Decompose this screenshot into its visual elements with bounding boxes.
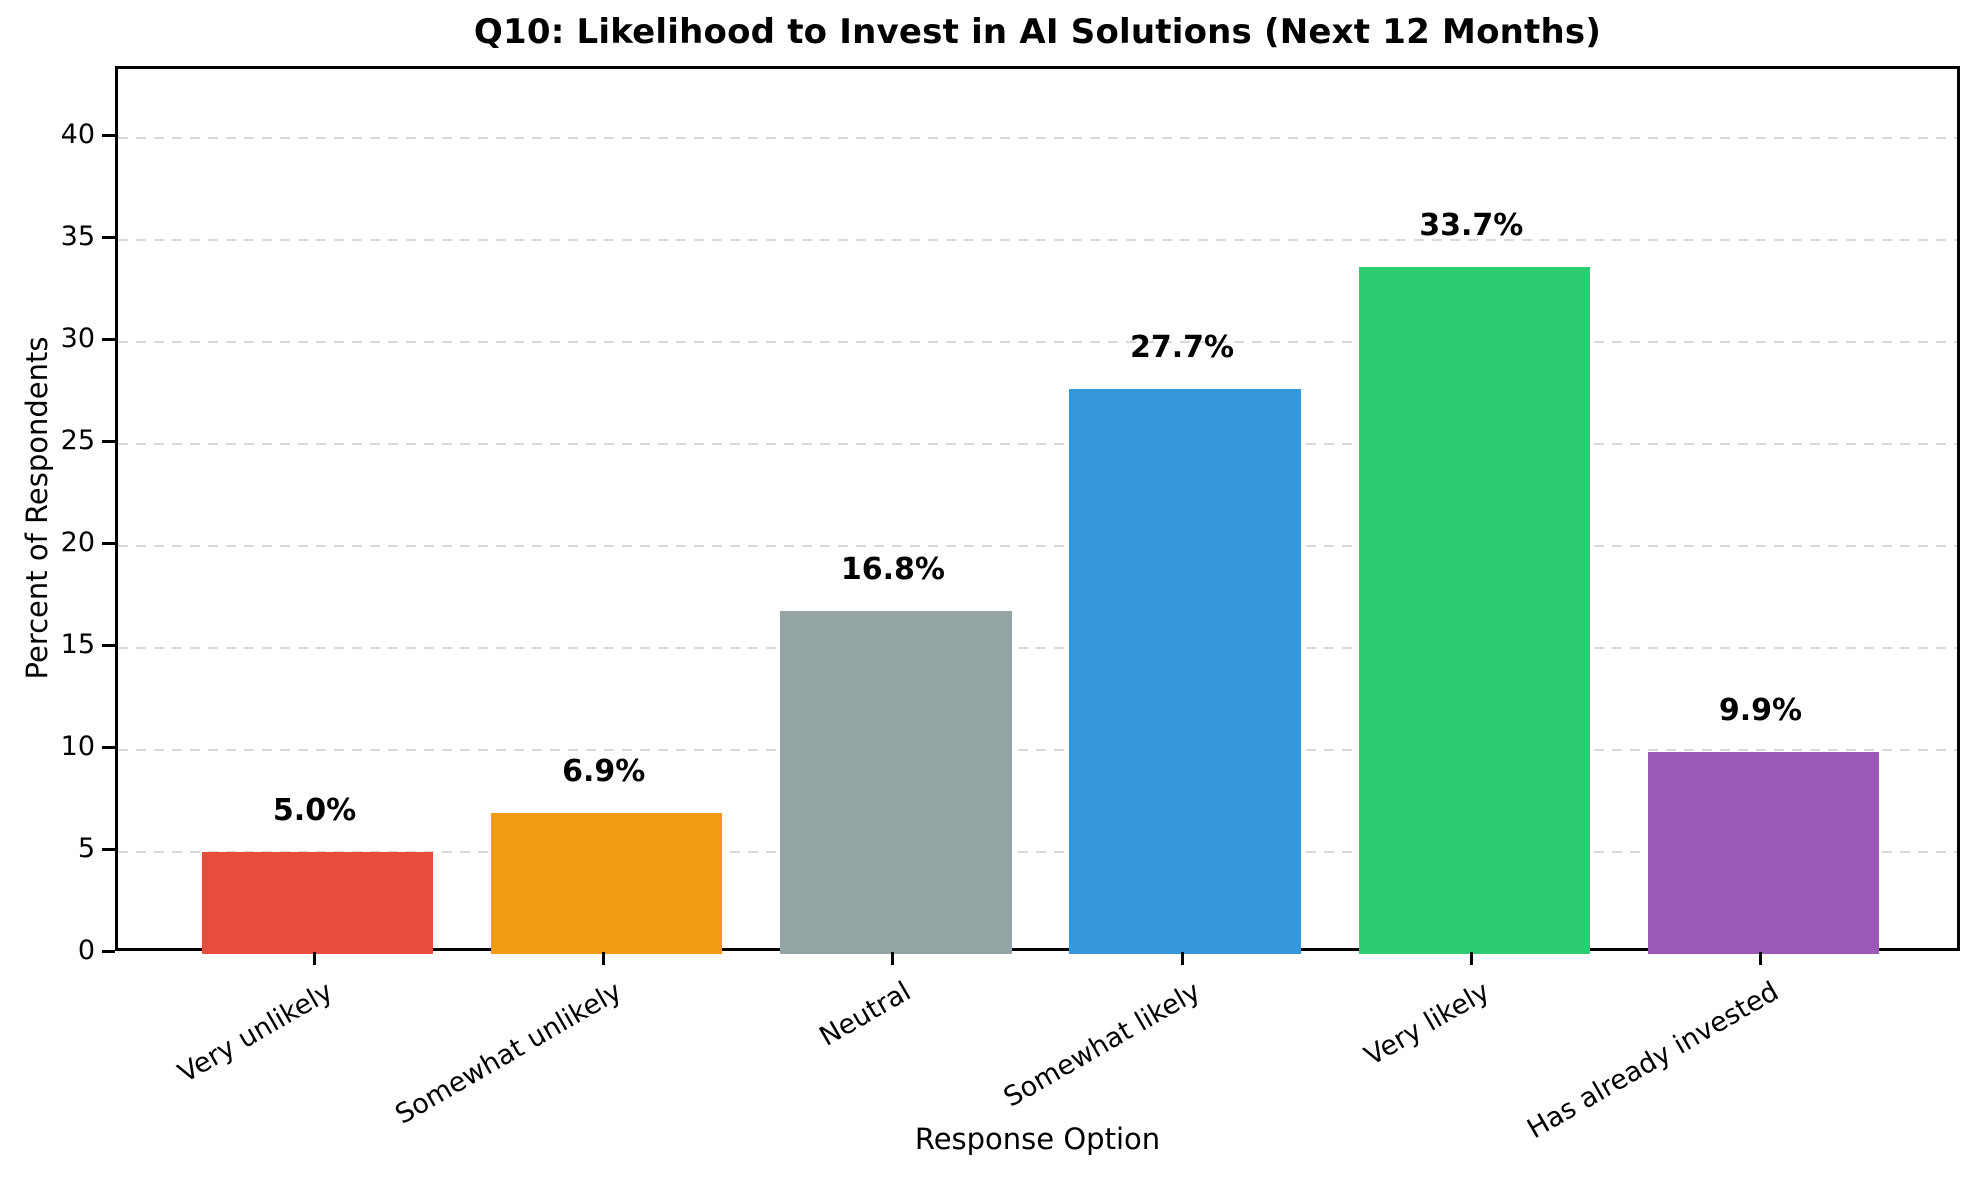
- y-tick-label-40: 40: [60, 119, 95, 151]
- gridline-y-40: [118, 137, 1957, 140]
- x-tick-mark-2: [891, 952, 895, 965]
- x-tick-label-4: Very likely: [1359, 976, 1495, 1073]
- x-tick-mark-0: [313, 952, 317, 965]
- gridline-y-20: [118, 545, 1957, 548]
- x-tick-mark-3: [1180, 952, 1184, 965]
- y-tick-mark-20: [102, 541, 115, 545]
- x-tick-label-2: Neutral: [814, 976, 917, 1053]
- bar-very-likely: [1358, 266, 1590, 954]
- y-tick-label-20: 20: [60, 527, 95, 559]
- x-axis-label: Response Option: [914, 1122, 1161, 1156]
- bar-somewhat-likely: [1069, 389, 1301, 954]
- y-tick-mark-40: [102, 133, 115, 137]
- y-tick-label-30: 30: [60, 323, 95, 355]
- bar-value-label-1: 6.9%: [562, 754, 646, 790]
- x-tick-label-3: Somewhat likely: [998, 976, 1206, 1114]
- bar-somewhat-unlikely: [491, 813, 723, 954]
- y-tick-label-35: 35: [60, 221, 95, 253]
- y-tick-mark-30: [102, 337, 115, 341]
- gridline-y-15: [118, 647, 1957, 650]
- y-tick-mark-25: [102, 439, 115, 443]
- bar-very-unlikely: [201, 852, 434, 954]
- gridline-y-25: [118, 443, 1957, 446]
- x-tick-label-0: Very unlikely: [173, 976, 339, 1090]
- y-tick-label-10: 10: [60, 731, 95, 763]
- gridline-y-5: [118, 851, 1957, 854]
- chart-title: Q10: Likelihood to Invest in AI Solution…: [473, 12, 1602, 52]
- y-tick-label-25: 25: [60, 425, 95, 457]
- bar-value-label-4: 33.7%: [1419, 207, 1524, 243]
- bar-has-already-invested: [1647, 752, 1880, 954]
- gridline-y-10: [118, 749, 1957, 752]
- y-tick-mark-15: [102, 643, 115, 647]
- x-tick-mark-4: [1469, 952, 1473, 965]
- x-tick-label-1: Somewhat unlikely: [390, 976, 628, 1131]
- x-tick-mark-5: [1758, 952, 1762, 965]
- x-tick-mark-1: [602, 952, 606, 965]
- y-tick-label-5: 5: [77, 833, 95, 865]
- gridline-y-35: [118, 239, 1957, 242]
- x-tick-label-5: Has already invested: [1522, 976, 1784, 1146]
- gridline-y-30: [118, 341, 1957, 344]
- y-axis-label: Percent of Respondents: [20, 336, 54, 680]
- plot-area: [115, 66, 1960, 954]
- y-tick-mark-35: [102, 235, 115, 239]
- bar-value-label-2: 16.8%: [840, 552, 945, 588]
- y-tick-mark-10: [102, 745, 115, 749]
- bar-value-label-3: 27.7%: [1130, 330, 1235, 366]
- y-tick-label-0: 0: [77, 935, 95, 966]
- y-tick-label-15: 15: [60, 629, 95, 661]
- bar-value-label-0: 5.0%: [272, 793, 357, 829]
- bar-value-label-5: 9.9%: [1718, 693, 1803, 729]
- y-tick-mark-0: [102, 949, 115, 953]
- bar-neutral: [780, 611, 1012, 954]
- y-tick-mark-5: [102, 847, 115, 851]
